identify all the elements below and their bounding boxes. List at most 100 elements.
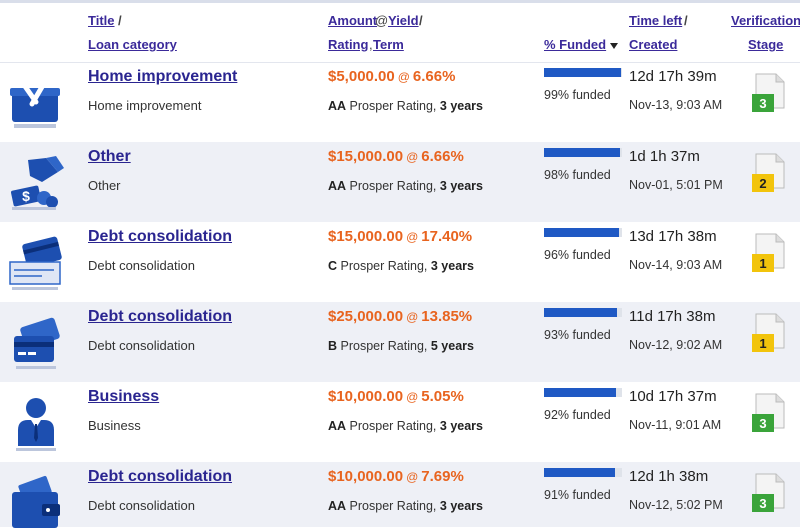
- time-left: 11d 17h 38m: [629, 308, 716, 325]
- time-left-sort-link[interactable]: Time left: [629, 13, 683, 28]
- loan-term: 3 years: [439, 499, 483, 513]
- loan-amount: $10,000.00 @7.69%: [328, 468, 464, 485]
- loan-category: Other: [88, 178, 121, 193]
- created-date: Nov-12, 5:02 PM: [629, 498, 723, 512]
- created-sort-link[interactable]: Created: [629, 37, 678, 52]
- funded-text: 92% funded: [544, 408, 611, 422]
- loan-amount: $5,000.00 @6.66%: [328, 68, 455, 85]
- loan-term: 5 years: [430, 339, 474, 353]
- loan-title-link[interactable]: Debt consolidation: [88, 468, 232, 485]
- loan-title-link[interactable]: Debt consolidation: [88, 308, 232, 325]
- funded-progress-bar: [544, 148, 622, 157]
- created-date: Nov-01, 5:01 PM: [629, 178, 723, 192]
- time-left: 12d 17h 39m: [629, 68, 717, 85]
- title-sort-link[interactable]: Title: [88, 13, 115, 28]
- amount-sort-link[interactable]: Amount: [328, 13, 378, 28]
- top-border: [0, 0, 800, 3]
- loan-category: Debt consolidation: [88, 338, 195, 353]
- stage-number: 1: [759, 256, 766, 271]
- rating-grade: C: [328, 259, 338, 273]
- rating-text: Prosper Rating,: [349, 419, 437, 433]
- loan-title-link[interactable]: Other: [88, 148, 131, 165]
- rating-grade: B: [328, 339, 338, 353]
- loan-row[interactable]: Business Business $10,000.00 @5.05% AA Pr…: [0, 382, 800, 462]
- stage-number: 3: [759, 96, 766, 111]
- time-left: 12d 1h 38m: [629, 468, 709, 485]
- amount-value: $25,000.00: [328, 308, 404, 325]
- rating-text: Prosper Rating,: [349, 499, 437, 513]
- funded-progress-fill: [544, 468, 615, 477]
- loan-category: Home improvement: [88, 98, 202, 113]
- loan-amount: $15,000.00 @17.40%: [328, 228, 472, 245]
- loan-title-link[interactable]: Home improvement: [88, 68, 238, 85]
- stage-number: 2: [759, 176, 766, 191]
- at-symbol: @: [406, 390, 419, 404]
- header-separator: /: [419, 13, 423, 28]
- funded-progress-bar: [544, 68, 622, 77]
- funded-progress-fill: [544, 68, 622, 77]
- funded-sort-label: % Funded: [544, 37, 607, 52]
- funded-progress-bar: [544, 228, 622, 237]
- loan-row[interactable]: Debt consolidation Debt consolidation $2…: [0, 302, 800, 382]
- loan-term: 3 years: [439, 179, 483, 193]
- rating-text: Prosper Rating,: [349, 179, 437, 193]
- amount-value: $10,000.00: [328, 388, 404, 405]
- header-separator: /: [684, 13, 688, 28]
- loan-row[interactable]: Home improvement Home improvement $5,000…: [0, 62, 800, 142]
- loan-row[interactable]: Debt consolidation Debt consolidation $1…: [0, 462, 800, 528]
- hand-money-icon: $: [11, 156, 64, 210]
- verification-stage-icon: 3: [752, 473, 785, 512]
- amount-value: $10,000.00: [328, 468, 404, 485]
- time-left: 1d 1h 37m: [629, 148, 700, 165]
- svg-text:$: $: [22, 188, 30, 204]
- loan-amount: $15,000.00 @6.66%: [328, 148, 464, 165]
- funded-text: 98% funded: [544, 168, 611, 182]
- loan-category: Business: [88, 418, 141, 433]
- loan-title-link[interactable]: Business: [88, 388, 160, 405]
- yield-value: 5.05%: [421, 388, 464, 405]
- stage-number: 3: [759, 496, 766, 511]
- rating-text: Prosper Rating,: [349, 99, 437, 113]
- at-symbol: @: [406, 310, 419, 324]
- stage-number: 3: [759, 416, 766, 431]
- loan-category-sort-link[interactable]: Loan category: [88, 37, 177, 52]
- yield-value: 7.69%: [421, 468, 464, 485]
- credit-card-check-icon: [9, 236, 62, 290]
- stage-sort-link[interactable]: Stage: [748, 37, 784, 52]
- created-date: Nov-11, 9:01 AM: [629, 418, 722, 432]
- loan-category: Debt consolidation: [88, 498, 195, 513]
- yield-sort-link[interactable]: Yield: [388, 13, 419, 28]
- verification-stage-icon: 2: [752, 153, 785, 192]
- at-symbol: @: [406, 470, 419, 484]
- rating-sort-link[interactable]: Rating: [328, 37, 369, 52]
- term-sort-link[interactable]: Term: [373, 37, 404, 52]
- funded-text: 96% funded: [544, 248, 611, 262]
- loan-rating: AA Prosper Rating, 3 years: [328, 179, 483, 193]
- loan-row[interactable]: $ Other Other $15,000.00 @6.66% AA Prospe…: [0, 142, 800, 222]
- loan-amount: $25,000.00 @13.85%: [328, 308, 472, 325]
- amount-value: $15,000.00: [328, 228, 404, 245]
- funded-progress-bar: [544, 308, 622, 317]
- rating-grade: AA: [328, 419, 347, 433]
- funded-text: 93% funded: [544, 328, 611, 342]
- loan-term: 3 years: [439, 99, 483, 113]
- amount-value: $15,000.00: [328, 148, 404, 165]
- verification-stage-icon: 1: [752, 313, 785, 352]
- toolbox-icon: [10, 75, 60, 128]
- loan-title-link[interactable]: Debt consolidation: [88, 228, 232, 245]
- verification-sort-link[interactable]: Verification: [731, 13, 800, 28]
- loan-amount: $10,000.00 @5.05%: [328, 388, 464, 405]
- rating-text: Prosper Rating,: [340, 259, 428, 273]
- time-left: 13d 17h 38m: [629, 228, 717, 245]
- rating-text: Prosper Rating,: [340, 339, 428, 353]
- funded-progress-bar: [544, 468, 622, 477]
- amount-value: $5,000.00: [328, 68, 395, 85]
- credit-cards-icon: [14, 317, 60, 369]
- yield-value: 17.40%: [421, 228, 473, 245]
- at-symbol: @: [397, 70, 410, 84]
- yield-value: 13.85%: [421, 308, 473, 325]
- loan-term: 3 years: [430, 259, 474, 273]
- loan-row[interactable]: Debt consolidation Debt consolidation $1…: [0, 222, 800, 302]
- funded-progress-fill: [544, 148, 621, 157]
- funded-sort-link[interactable]: % Funded: [544, 37, 619, 52]
